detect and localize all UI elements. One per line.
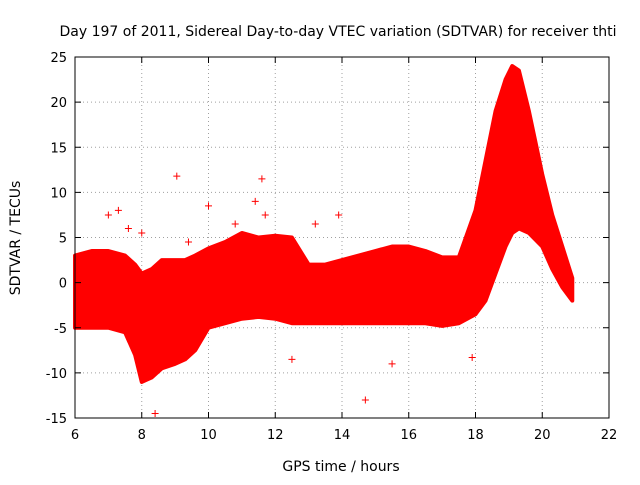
y-tick-label: 0 — [59, 277, 67, 292]
outlier-point — [335, 211, 343, 219]
outlier-point — [288, 355, 296, 363]
outlier-point — [114, 206, 122, 214]
outlier-point — [124, 224, 132, 232]
outlier-point — [361, 396, 369, 404]
x-tick-label: 10 — [200, 428, 217, 443]
outlier-point — [258, 175, 266, 183]
outlier-point — [173, 172, 181, 180]
x-tick-label: 20 — [534, 428, 551, 443]
y-tick-label: -5 — [54, 322, 67, 337]
outlier-point — [311, 220, 319, 228]
x-tick-label: 16 — [400, 428, 417, 443]
outlier-point — [184, 238, 192, 246]
y-tick-label: -10 — [46, 367, 67, 382]
plot-frame — [74, 56, 610, 419]
y-tick-label: 20 — [50, 96, 67, 111]
x-tick-label: 22 — [601, 428, 618, 443]
outlier-point — [104, 211, 112, 219]
outlier-point — [205, 202, 212, 210]
outlier-point — [468, 354, 476, 362]
x-axis-title: GPS time / hours — [282, 459, 399, 475]
x-tick-label: 14 — [334, 428, 351, 443]
x-tick-label: 8 — [138, 428, 146, 443]
outlier-point — [151, 409, 159, 417]
sdtvar-band — [73, 64, 575, 384]
data-layer — [73, 64, 575, 417]
outlier-point — [231, 220, 239, 228]
x-tick-label: 18 — [467, 428, 484, 443]
outlier-point — [138, 229, 146, 237]
y-tick-label: 10 — [50, 186, 67, 201]
x-tick-label: 6 — [71, 428, 79, 443]
outlier-point — [388, 360, 396, 368]
ticks: 6 8 10 12 14 16 18 20 22 -15 -10 -5 0 5 10 15 20 25 — [46, 51, 618, 443]
y-tick-label: -15 — [46, 412, 67, 427]
y-tick-label: 15 — [50, 141, 67, 156]
outlier-point — [261, 211, 269, 219]
y-tick-label: 5 — [59, 232, 67, 247]
outlier-point — [251, 197, 259, 205]
chart-title: Day 197 of 2011, Sidereal Day-to-day VTE… — [60, 24, 617, 40]
x-tick-label: 12 — [267, 428, 284, 443]
y-tick-label: 25 — [50, 51, 67, 66]
y-axis-title: SDTVAR / TECUs — [8, 181, 24, 296]
